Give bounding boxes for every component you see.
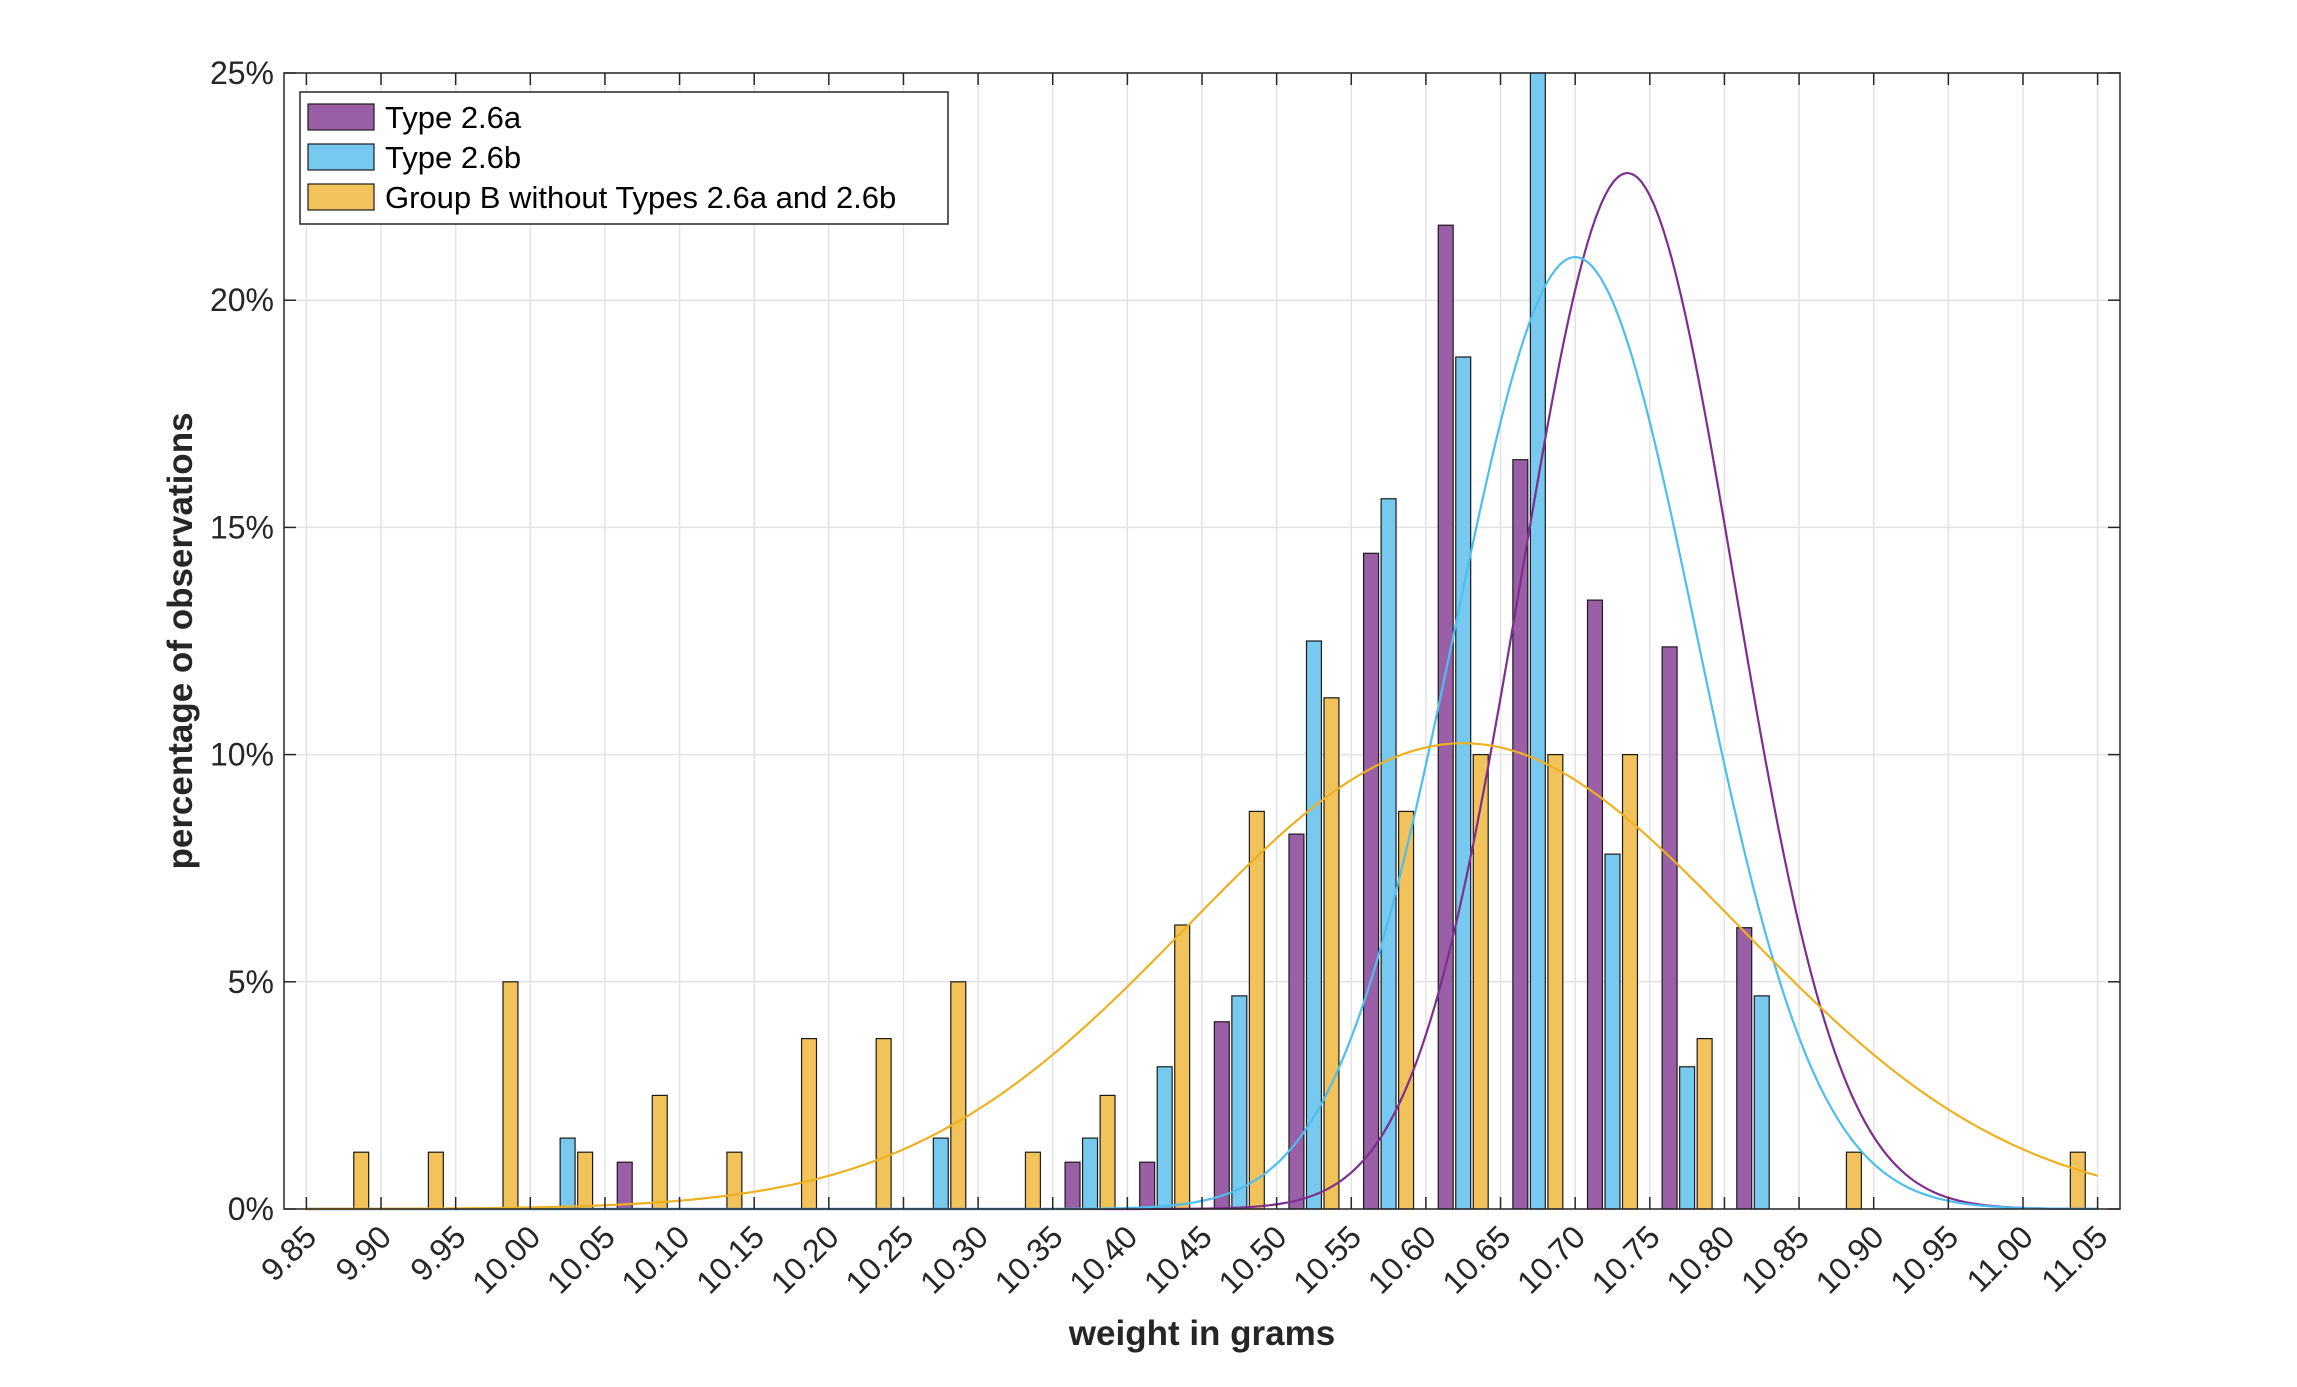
bar-type-2-6b [559,1137,576,1210]
bar-group-b [800,1037,818,1210]
bar-type-2-6b [1679,1066,1696,1210]
bar-type-2-6b [1380,498,1397,1210]
bar-group-b [353,1151,370,1210]
bar-type-2-6a [1437,224,1454,1210]
bar-group-b [427,1151,444,1210]
bar-type-2-6b [1231,995,1248,1210]
bar-type-2-6b [1081,1137,1099,1210]
bar-type-2-6a [1736,927,1753,1210]
bar-type-2-6a [1288,833,1305,1210]
bar-group-b [651,1094,668,1210]
legend: Type 2.6a Type 2.6b Group B without Types … [299,91,949,225]
bar-group-b [1024,1151,1041,1210]
legend-label: Group B without Types 2.6a and 2.6b [385,180,896,215]
legend-label: Type 2.6a [385,100,522,135]
legend-swatch [307,183,375,211]
y-tick-label: 20% [210,282,274,318]
y-axis-label: percentage of observations [161,412,200,869]
y-tick-label: 5% [228,964,274,1000]
legend-box [299,91,949,225]
bar-group-b [950,981,967,1210]
bar-type-2-6b [932,1137,949,1210]
bar-group-b [1248,810,1265,1210]
bar-group-b [1547,753,1564,1210]
bar-group-b [577,1151,594,1210]
bar-type-2-6a [1213,1021,1230,1210]
y-tick-label: 10% [210,737,274,773]
bar-group-b [726,1151,743,1210]
bar-group-b [502,981,519,1210]
bar-type-2-6b [1604,853,1621,1210]
bar-group-b [1472,753,1489,1210]
bar-type-2-6a [1064,1161,1081,1210]
bar-type-2-6b [1753,995,1770,1210]
bar-type-2-6b [1455,356,1472,1210]
bar-type-2-6a [1363,552,1380,1210]
bar-type-2-6a [616,1161,633,1210]
legend-label: Type 2.6b [385,140,521,175]
bar-group-b [1323,697,1340,1210]
y-tick-label: 0% [228,1191,274,1227]
bar-group-b [1621,753,1639,1210]
bar-type-2-6a [1661,646,1678,1210]
bar-group-b [1099,1094,1116,1210]
bar-type-2-6a [1586,599,1604,1210]
bar-group-b [1696,1037,1713,1210]
bar-type-2-6b [1529,72,1546,1210]
bar-type-2-6a [1139,1161,1156,1210]
bar-group-b [1845,1151,1862,1210]
bar-group-b [875,1037,892,1210]
bar-group-b [1174,924,1191,1210]
bar-group-b [2069,1151,2086,1210]
y-tick-label: 25% [210,55,274,91]
x-axis-label: weight in grams [1068,1314,1335,1353]
bar-type-2-6b [1156,1066,1173,1210]
legend-swatch [307,143,375,171]
legend-swatch [307,103,375,131]
y-tick-label: 15% [210,509,274,545]
bar-type-2-6a [1512,459,1529,1210]
